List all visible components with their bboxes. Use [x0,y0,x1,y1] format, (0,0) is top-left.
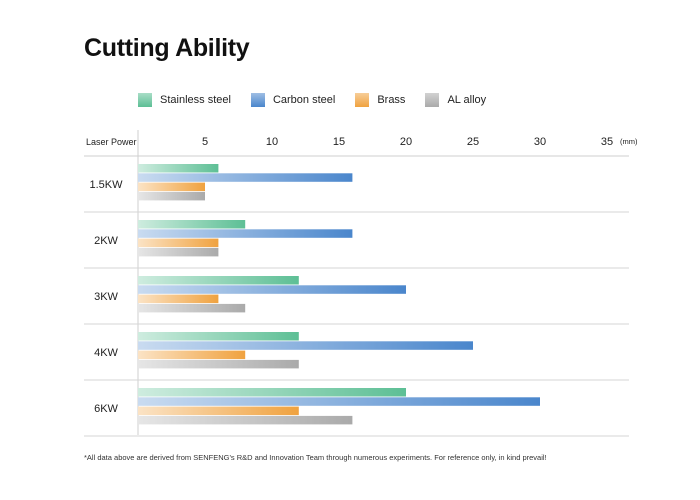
legend-label: Carbon steel [272,94,336,106]
legend-swatch [355,93,370,107]
bar [138,397,540,406]
x-tick-label: 25 [467,136,479,148]
bar [138,294,219,304]
legend-item: Brass [355,93,405,107]
chart-title: Cutting Ability [84,34,250,62]
bar [138,276,299,285]
x-tick-label: 5 [202,136,208,148]
legend-item: Stainless steel [138,93,231,107]
y-axis-title: Laser Power [86,137,137,147]
bar [138,415,353,425]
legend-label: Brass [377,94,406,106]
x-axis-unit: (mm) [620,137,638,146]
legend-swatch [425,93,440,107]
category-label: 6KW [94,403,118,415]
bar [138,182,205,192]
legend-label: Stainless steel [160,94,231,106]
x-tick-label: 20 [400,136,412,148]
x-tick-label: 30 [534,136,546,148]
legend-item: AL alloy [425,93,486,107]
bar [138,303,246,313]
legend-swatch [138,93,152,107]
legend-label: AL alloy [447,94,487,106]
bar [138,173,353,182]
chart-legend: Stainless steel Carbon steel Brass AL alloy [138,93,506,107]
x-tick-label: 35 [601,136,613,148]
bar [138,332,299,341]
bar [138,238,219,248]
x-tick-label: 10 [266,136,278,148]
bar [138,220,246,229]
bar [138,229,353,238]
bar [138,406,299,416]
bar [138,285,406,294]
x-tick-label: 15 [333,136,345,148]
bar [138,341,473,350]
bar [138,164,219,173]
category-label: 4KW [94,347,118,359]
bar [138,247,219,257]
category-label: 1.5KW [89,179,123,191]
bar [138,388,406,397]
legend-item: Carbon steel [250,93,336,107]
category-label: 3KW [94,291,118,303]
footnote: *All data above are derived from SENFENG… [84,453,547,462]
bar [138,350,246,360]
bar [138,191,205,201]
bar [138,359,299,369]
category-label: 2KW [94,235,118,247]
legend-swatch [250,93,265,107]
